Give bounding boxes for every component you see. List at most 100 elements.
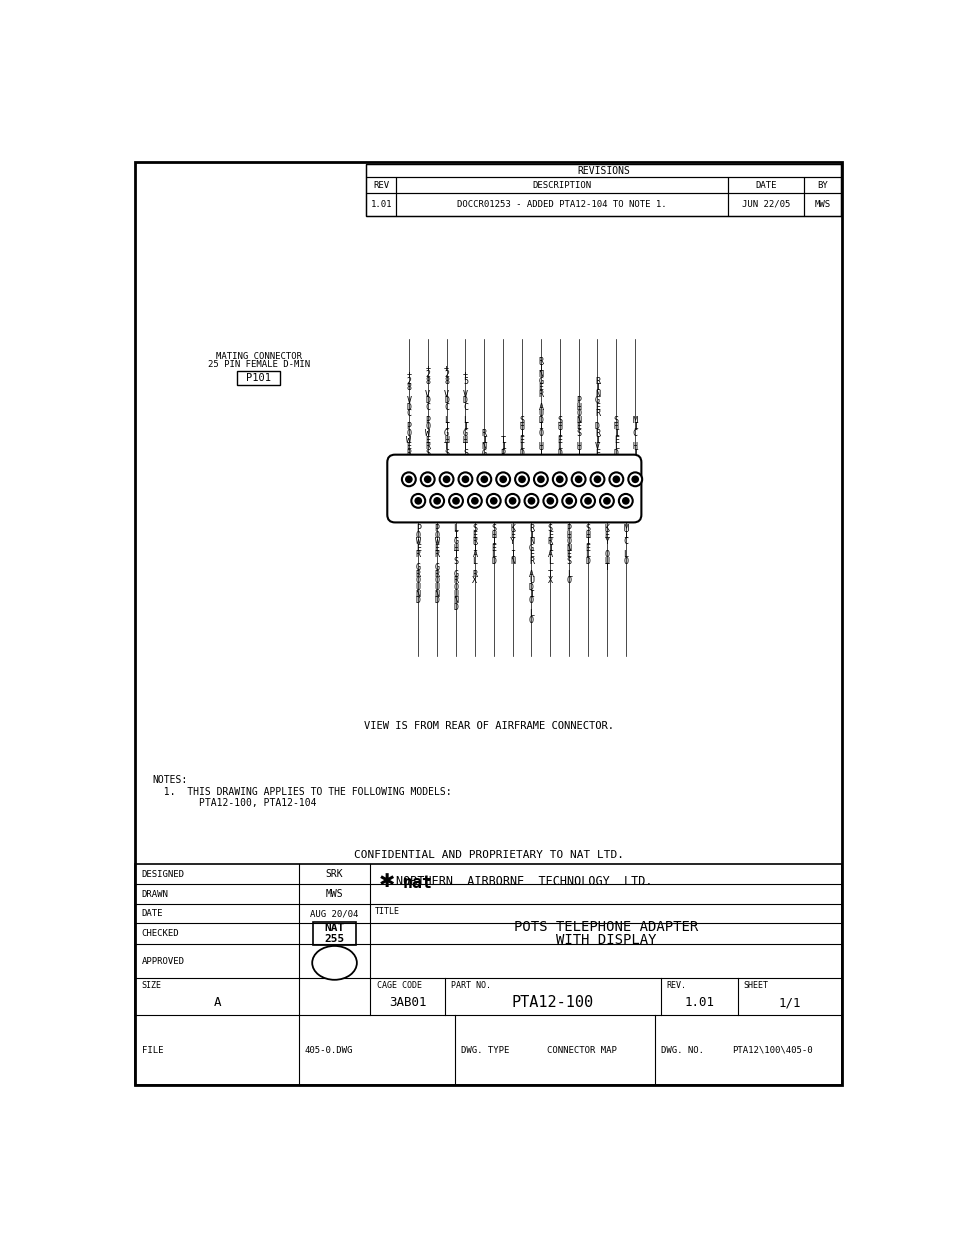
Text: E: E	[595, 403, 599, 411]
Text: W: W	[435, 537, 439, 546]
Bar	[728, 178, 803, 193]
Circle shape	[414, 496, 421, 505]
Text: FILE: FILE	[141, 1046, 163, 1055]
Text: A: A	[528, 569, 534, 579]
Text: I: I	[472, 543, 476, 553]
Circle shape	[517, 475, 525, 483]
Text: 5: 5	[481, 462, 486, 471]
Text: N: N	[528, 537, 534, 546]
Bar	[366, 178, 395, 193]
Circle shape	[599, 494, 613, 508]
Text: R: R	[481, 429, 486, 438]
Text: V: V	[406, 396, 411, 405]
Text: K: K	[510, 524, 515, 534]
Text: S: S	[491, 524, 496, 534]
Text: C: C	[406, 409, 411, 419]
Circle shape	[609, 472, 622, 487]
Text: H: H	[585, 531, 590, 540]
Text: D: D	[595, 422, 599, 431]
Text: X: X	[547, 577, 552, 585]
Text: E: E	[435, 543, 439, 553]
Text: D: D	[406, 403, 411, 411]
Text: 1.01: 1.01	[370, 200, 392, 209]
Circle shape	[524, 494, 537, 508]
Text: G: G	[443, 429, 449, 438]
Text: O: O	[528, 597, 534, 605]
Text: DESIGNED: DESIGNED	[141, 869, 185, 879]
Text: H: H	[576, 403, 580, 411]
Ellipse shape	[312, 946, 356, 979]
Text: CAGE CODE: CAGE CODE	[376, 981, 421, 989]
Text: I: I	[613, 429, 618, 438]
Text: I: I	[537, 422, 543, 431]
Circle shape	[515, 472, 528, 487]
Text: R: R	[595, 377, 599, 385]
Circle shape	[471, 496, 478, 505]
Text: E: E	[613, 436, 618, 445]
Text: S: S	[613, 416, 618, 425]
Text: I: I	[537, 363, 543, 373]
Text: G: G	[416, 563, 420, 572]
Text: 25 PIN FEMALE D-MIN: 25 PIN FEMALE D-MIN	[208, 361, 310, 369]
Text: H: H	[443, 436, 449, 445]
Circle shape	[580, 494, 595, 508]
Text: I: I	[528, 589, 534, 599]
Text: MATING CONNECTOR: MATING CONNECTOR	[215, 352, 301, 361]
Circle shape	[537, 475, 544, 483]
Text: S: S	[566, 557, 571, 566]
Text: T: T	[500, 436, 505, 445]
Circle shape	[405, 475, 413, 483]
Text: S: S	[453, 557, 458, 566]
Text: I: I	[462, 422, 468, 431]
Bar	[395, 193, 728, 216]
Text: SRK: SRK	[325, 869, 343, 879]
Text: AUG 20/04: AUG 20/04	[310, 909, 358, 918]
Circle shape	[496, 472, 510, 487]
Text: APPROVED: APPROVED	[141, 957, 185, 966]
Text: T: T	[443, 442, 449, 451]
Text: N: N	[416, 589, 420, 599]
Text: T: T	[453, 551, 458, 559]
Text: W: W	[416, 537, 420, 546]
Text: L: L	[613, 442, 618, 451]
Text: L: L	[453, 524, 458, 534]
Text: MWS: MWS	[325, 889, 343, 899]
Text: D: D	[519, 448, 524, 458]
Text: NORTHERN  AIRBORNE  TECHNOLOGY  LTD.: NORTHERN AIRBORNE TECHNOLOGY LTD.	[395, 874, 652, 888]
Text: L: L	[622, 551, 628, 559]
Text: P: P	[576, 396, 580, 405]
Circle shape	[476, 472, 491, 487]
Circle shape	[420, 472, 435, 487]
Text: O: O	[566, 537, 571, 546]
Text: O: O	[537, 429, 543, 438]
Circle shape	[527, 496, 535, 505]
Text: S: S	[585, 524, 590, 534]
Text: E: E	[491, 543, 496, 553]
Circle shape	[452, 496, 459, 505]
Text: T: T	[604, 563, 609, 572]
Circle shape	[439, 472, 453, 487]
Text: nat: nat	[402, 874, 433, 892]
Text: E: E	[425, 436, 430, 445]
Text: V: V	[462, 390, 468, 399]
Text: DRAWN: DRAWN	[141, 890, 169, 899]
Circle shape	[590, 472, 604, 487]
Text: N: N	[537, 370, 543, 379]
Circle shape	[556, 475, 563, 483]
Text: REV: REV	[373, 180, 389, 190]
Text: E: E	[519, 436, 524, 445]
Text: WITH DISPLAY: WITH DISPLAY	[556, 932, 656, 947]
Text: NAT: NAT	[324, 952, 344, 962]
Text: C: C	[622, 537, 628, 546]
Text: H: H	[519, 422, 524, 431]
Text: 131: 131	[324, 965, 344, 974]
Text: V: V	[425, 390, 430, 399]
Text: 19: 19	[507, 510, 517, 519]
Text: 1/1: 1/1	[778, 997, 801, 1009]
Text: D: D	[491, 557, 496, 566]
Text: REV.: REV.	[666, 981, 686, 989]
Text: L: L	[462, 416, 468, 425]
Text: DATE: DATE	[755, 180, 776, 190]
Text: DOCCR01253 - ADDED PTA12-104 TO NOTE 1.: DOCCR01253 - ADDED PTA12-104 TO NOTE 1.	[456, 200, 666, 209]
Text: V: V	[443, 390, 449, 399]
